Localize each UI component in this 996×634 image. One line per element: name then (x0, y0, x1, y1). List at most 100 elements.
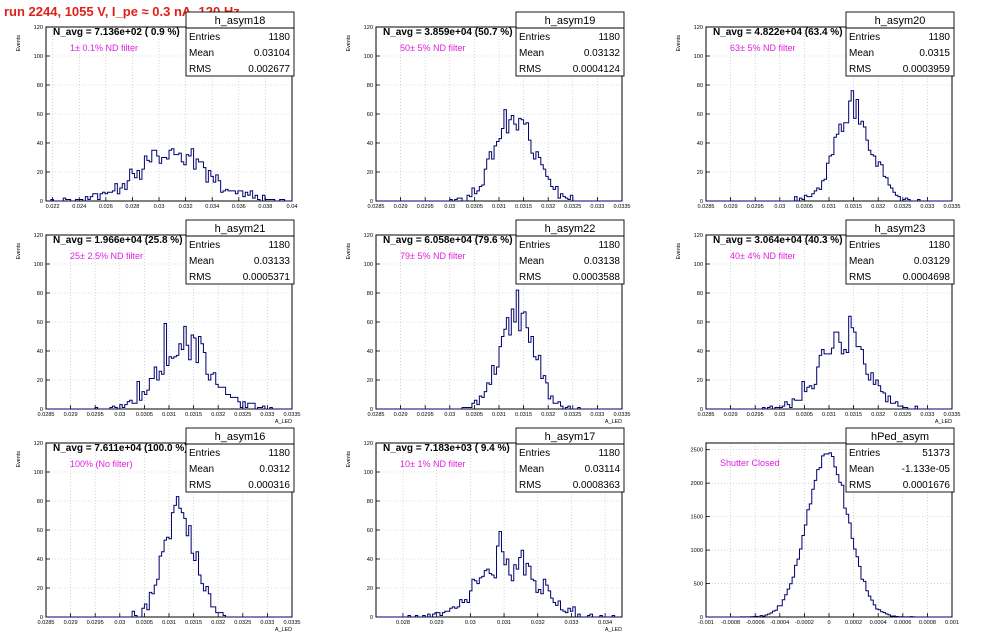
panel-h_asym23: 0.0285 0.029 0.0295 0.03 0.0305 0.031 0.0315 0.… (666, 219, 996, 426)
y-axis-label: Events (16, 243, 22, 260)
y-tick-label: 40 (697, 349, 703, 355)
histogram-outline (376, 289, 622, 410)
y-tick-label: 0 (40, 199, 43, 205)
stat-label: Entries (519, 448, 550, 459)
x-tick-label: 0.03 (444, 204, 455, 210)
filter-annotation: 10± 1% ND filter (400, 459, 465, 469)
x-tick-label: 0.033 (920, 204, 934, 210)
y-tick-label: 0 (370, 199, 373, 205)
panel-h_asym22: 0.0285 0.029 0.0295 0.03 0.0305 0.031 0.0315 0.… (336, 219, 666, 426)
y-tick-label: 100 (34, 54, 43, 60)
x-tick-label: 0.0305 (796, 412, 813, 418)
y-tick-label: 60 (367, 320, 373, 326)
y-tick-label: 80 (37, 499, 43, 505)
y-tick-label: 20 (697, 170, 703, 176)
x-tick-label: 0.029 (724, 412, 738, 418)
navg-label: N_avg = 3.859e+04 (50.7 %) (383, 27, 513, 38)
x-tick-label: 0.0325 (564, 204, 581, 210)
histogram-hPed_asym: -0.001 -0.0008 -0.0006 -0.0004 -0.0002 0 0.000… (691, 427, 959, 626)
histogram-h_asym22: 0.0285 0.029 0.0295 0.03 0.0305 0.031 0.0315 0.… (346, 219, 631, 425)
y-tick-label: 20 (37, 586, 43, 592)
stat-label: Entries (849, 32, 880, 43)
stat-value: 0.03104 (254, 48, 291, 59)
x-tick-label: 0.0335 (283, 412, 300, 418)
x-tick-label: 0.032 (531, 620, 545, 626)
y-tick-label: 80 (697, 83, 703, 89)
x-tick-label: 0.0315 (845, 412, 862, 418)
y-tick-label: 60 (697, 320, 703, 326)
x-tick-label: 0.0315 (845, 204, 862, 210)
histogram-outline (376, 109, 622, 202)
stat-value: 1180 (598, 32, 620, 43)
filter-annotation: 63± 5% ND filter (730, 43, 795, 53)
x-tick-label: 0.033 (590, 412, 604, 418)
x-tick-label: 0.0004 (870, 620, 887, 626)
x-tick-label: 0.0295 (87, 620, 104, 626)
y-tick-label: 20 (367, 586, 373, 592)
filter-annotation: 100% (No filter) (70, 459, 133, 469)
x-tick-label: 0.034 (598, 620, 612, 626)
stat-label: Entries (849, 448, 880, 459)
stats-box (185, 219, 295, 285)
histogram-name: h_asym21 (215, 223, 266, 235)
navg-label: N_avg = 7.136e+02 ( 0.9 %) (53, 27, 180, 38)
x-tick-label: 0.0295 (87, 412, 104, 418)
x-tick-label: 0.029 (430, 620, 444, 626)
y-tick-label: 120 (34, 25, 43, 31)
x-tick-label: 0.0002 (845, 620, 862, 626)
x-tick-label: 0.033 (920, 412, 934, 418)
y-tick-label: 0 (370, 407, 373, 413)
stat-value: 0.0003588 (573, 272, 621, 283)
y-tick-label: 60 (367, 112, 373, 118)
stat-value: 0.0004124 (573, 64, 621, 75)
x-tick-label: 0.03 (465, 620, 476, 626)
histogram-h_asym21: 0.0285 0.029 0.0295 0.03 0.0305 0.031 0.0315 0.… (16, 219, 301, 425)
stats-box (845, 11, 955, 77)
x-tick-label: 0.03 (114, 620, 125, 626)
y-axis-label: Events (346, 35, 352, 52)
x-tick-label: 0.024 (72, 204, 86, 210)
x-tick-label: 0.0315 (515, 204, 532, 210)
stat-label: Mean (849, 256, 874, 267)
stat-label: Entries (519, 240, 550, 251)
y-tick-label: 40 (697, 141, 703, 147)
y-tick-label: 40 (37, 141, 43, 147)
stat-value: 0.000316 (248, 480, 290, 491)
x-tick-label: 0.0335 (613, 204, 630, 210)
x-tick-label: 0.0325 (234, 412, 251, 418)
panel-h_asym18: 0.022 0.024 0.026 0.028 0.03 0.032 0.034 0.036 0… (6, 11, 336, 218)
stat-value: 0.03114 (585, 464, 621, 475)
panel-h_asym19: 0.0285 0.029 0.0295 0.03 0.0305 0.031 0.0315 0.… (336, 11, 666, 218)
stats-box (515, 219, 625, 285)
stat-value: 1180 (268, 32, 290, 43)
panel-hPed_asym: -0.001 -0.0008 -0.0006 -0.0004 -0.0002 0 0.000… (666, 427, 996, 634)
x-axis-label: A_LED (605, 419, 622, 425)
y-tick-label: 100 (364, 470, 373, 476)
y-tick-label: 120 (694, 233, 703, 239)
histogram-outline (376, 530, 622, 618)
histogram-h_asym18: 0.022 0.024 0.026 0.028 0.03 0.032 0.034 0.036 0… (16, 11, 297, 210)
stats-box (845, 219, 955, 285)
x-tick-label: 0.001 (945, 620, 959, 626)
stat-label: Mean (849, 48, 874, 59)
histogram-h_asym20: 0.0285 0.029 0.0295 0.03 0.0305 0.031 0.0315 0.… (676, 11, 961, 210)
x-tick-label: 0.0008 (919, 620, 936, 626)
y-tick-label: 20 (367, 378, 373, 384)
x-tick-label: 0.0325 (234, 620, 251, 626)
x-tick-label: 0.03 (774, 412, 785, 418)
x-tick-label: 0.032 (179, 204, 193, 210)
y-tick-label: 80 (697, 291, 703, 297)
stat-label: RMS (519, 272, 542, 283)
y-axis-label: Events (346, 451, 352, 468)
navg-label: N_avg = 7.611e+04 (100.0 %) (53, 443, 188, 454)
histogram-name: h_asym19 (545, 15, 596, 27)
histogram-outline (706, 315, 952, 410)
x-tick-label: 0.031 (162, 620, 176, 626)
histogram-outline (46, 496, 292, 618)
x-tick-label: 0.0325 (894, 412, 911, 418)
x-tick-label: 0.0315 (185, 412, 202, 418)
x-axis-label: A_LED (935, 419, 952, 425)
histogram-outline (46, 322, 292, 410)
x-tick-label: 0.0285 (697, 412, 714, 418)
x-tick-label: 0.028 (396, 620, 410, 626)
